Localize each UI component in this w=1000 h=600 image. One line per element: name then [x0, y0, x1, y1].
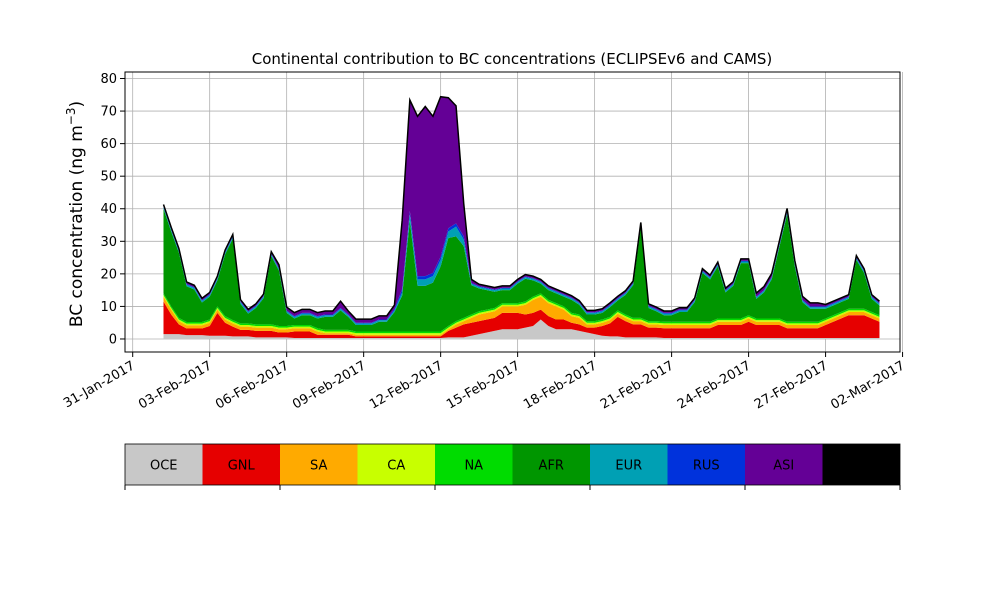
- legend-frame: [124, 443, 901, 486]
- x-tick-label: 31-Jan-2017: [61, 358, 138, 411]
- legend-swatch-na: [435, 444, 513, 485]
- legend-swatch-sa: [280, 444, 358, 485]
- legend-swatch-eur: [590, 444, 668, 485]
- axes: [124, 71, 901, 353]
- x-tick-label: 21-Feb-2017: [598, 358, 677, 412]
- legend-swatch-afr: [512, 444, 590, 485]
- y-tick-label: 10: [100, 300, 117, 315]
- area-gnl: [163, 301, 880, 338]
- x-tick-label: 09-Feb-2017: [290, 358, 369, 412]
- legend-swatch-rus: [667, 444, 745, 485]
- legend-swatch-ca: [357, 444, 435, 485]
- y-axis-label: BC concentration (ng m−3): [64, 101, 87, 327]
- legend-label: AFR: [539, 459, 564, 474]
- legend-swatch-gnl: [202, 444, 280, 485]
- y-ticks: 0 10 20 30 40 50 60 70 80: [100, 72, 125, 347]
- x-tick-label: 02-Mar-2017: [828, 358, 907, 412]
- legend-label: SA: [310, 459, 327, 474]
- x-tick-label: 12-Feb-2017: [367, 358, 446, 412]
- area-ca: [163, 295, 880, 335]
- legend-swatch-aus: [822, 444, 900, 485]
- y-tick-label: 40: [100, 202, 117, 217]
- area-na: [163, 293, 880, 334]
- area-oce: [163, 319, 880, 339]
- x-tick-label: 03-Feb-2017: [136, 358, 215, 412]
- legend: OCE GNL SA CA NA AFR EUR RUS ASI AUS: [124, 443, 901, 490]
- x-tick-label: 15-Feb-2017: [444, 358, 523, 412]
- area-afr: [163, 208, 880, 332]
- x-ticks: 31-Jan-201703-Feb-201706-Feb-201709-Feb-…: [61, 352, 908, 413]
- y-tick-label: 70: [100, 105, 117, 120]
- x-tick-label: 18-Feb-2017: [521, 358, 600, 412]
- x-tick-label: 06-Feb-2017: [213, 358, 292, 412]
- plot-frame: [124, 71, 901, 353]
- y-tick-label: 0: [109, 332, 117, 347]
- x-tick-label: 24-Feb-2017: [675, 358, 754, 412]
- y-tick-label: 50: [100, 170, 117, 185]
- area-sa: [163, 296, 880, 337]
- legend-label: RUS: [693, 459, 720, 474]
- y-tick-label: 60: [100, 137, 117, 152]
- legend-label: CA: [387, 459, 405, 474]
- y-tick-label: 30: [100, 235, 117, 250]
- legend-label: OCE: [150, 459, 178, 474]
- legend-label: EUR: [615, 459, 642, 474]
- y-tick-label: 20: [100, 267, 117, 282]
- legend-label: NA: [464, 459, 483, 474]
- total-line: [162, 95, 880, 320]
- stacked-areas: [162, 95, 880, 339]
- legend-label: ASI: [773, 459, 794, 474]
- legend-label: AUS: [848, 459, 875, 474]
- x-tick-label: 27-Feb-2017: [752, 358, 831, 412]
- y-axis-label-text: BC concentration (ng m−3): [64, 101, 87, 327]
- legend-swatch-asi: [745, 444, 823, 485]
- legend-label: GNL: [228, 459, 256, 474]
- y-tick-label: 80: [100, 72, 117, 87]
- legend-swatch-oce: [125, 444, 203, 485]
- chart-title: Continental contribution to BC concentra…: [252, 50, 773, 68]
